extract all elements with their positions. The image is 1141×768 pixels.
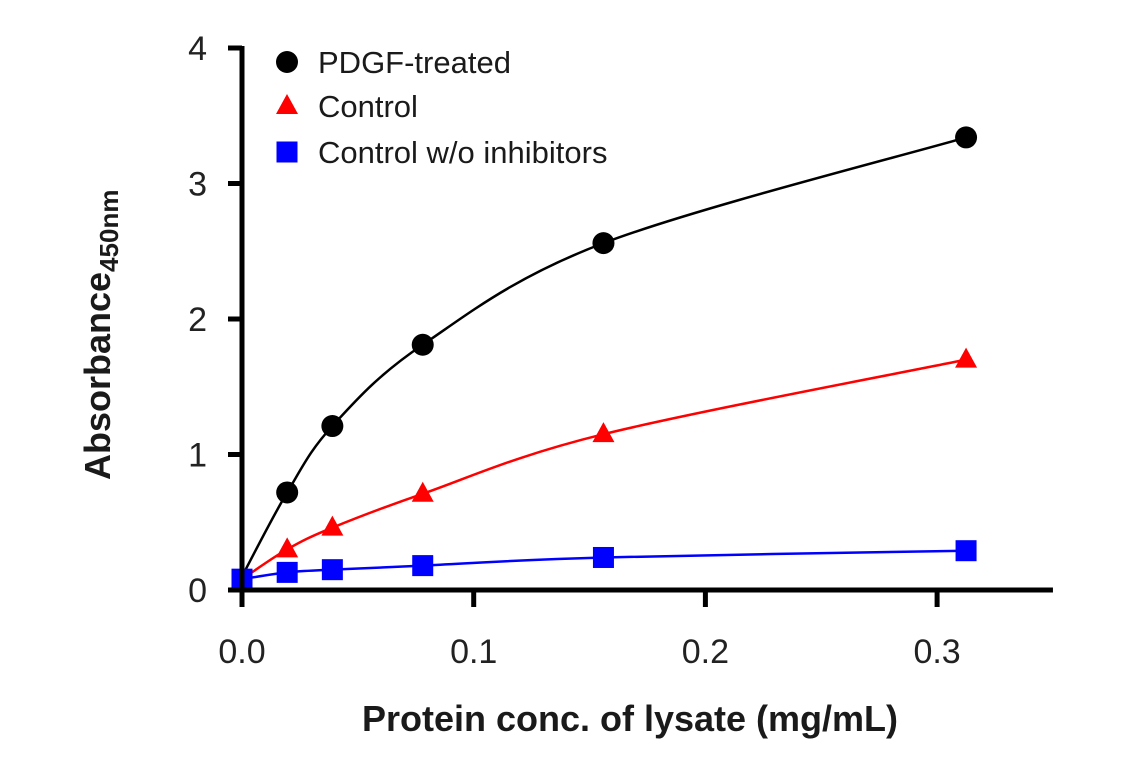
data-point-control-w-o-inhibitors bbox=[955, 540, 977, 562]
legend-item-control-w-o-inhibitors: Control w/o inhibitors bbox=[276, 135, 607, 170]
x-tick-label: 0.2 bbox=[682, 633, 729, 671]
data-point-pdgf-treated bbox=[276, 481, 299, 504]
legend: PDGF-treated Control Control w/o inhibitor… bbox=[276, 45, 607, 170]
legend-marker-control bbox=[276, 94, 298, 114]
y-tick-label: 2 bbox=[188, 301, 207, 339]
fit-curve-control bbox=[241, 358, 967, 581]
legend-marker-pdgf-treated bbox=[276, 51, 298, 73]
data-point-pdgf-treated bbox=[592, 232, 615, 255]
legend-item-control: Control bbox=[276, 89, 418, 124]
data-point-control bbox=[321, 515, 344, 536]
y-tick-label: 3 bbox=[188, 166, 207, 204]
y-axis-title-main: Absorbance bbox=[77, 272, 118, 480]
data-point-control bbox=[276, 537, 299, 558]
data-point-control bbox=[411, 481, 434, 502]
legend-label: PDGF-treated bbox=[318, 45, 511, 80]
data-point-control-w-o-inhibitors bbox=[321, 559, 343, 581]
data-point-control-w-o-inhibitors bbox=[592, 546, 614, 568]
data-point-pdgf-treated bbox=[411, 333, 434, 356]
data-point-control-w-o-inhibitors bbox=[276, 561, 298, 583]
x-ticks: 0.0 0.1 0.2 0.3 bbox=[218, 590, 961, 671]
y-axis-title-subscript: 450nm bbox=[94, 190, 124, 272]
data-point-control-w-o-inhibitors bbox=[412, 555, 434, 577]
y-tick-label: 4 bbox=[188, 30, 207, 68]
legend-label: Control w/o inhibitors bbox=[318, 135, 607, 170]
fit-curve-pdgf-treated bbox=[240, 136, 967, 578]
y-ticks: 0 1 2 3 4 bbox=[188, 30, 242, 610]
x-tick-label: 0.0 bbox=[218, 633, 265, 671]
x-tick-label: 0.1 bbox=[450, 633, 497, 671]
legend-item-pdgf-treated: PDGF-treated bbox=[276, 45, 511, 80]
data-point-pdgf-treated bbox=[321, 415, 344, 438]
x-axis-title: Protein conc. of lysate (mg/mL) bbox=[362, 698, 898, 739]
data-point-pdgf-treated bbox=[955, 126, 978, 149]
y-axis-title: Absorbance450nm bbox=[77, 190, 124, 480]
fit-curves bbox=[240, 136, 967, 581]
data-point-control bbox=[955, 347, 978, 368]
data-point-control bbox=[592, 422, 615, 443]
y-tick-label: 0 bbox=[188, 572, 207, 610]
legend-label: Control bbox=[318, 89, 418, 124]
data-markers bbox=[231, 126, 978, 590]
y-tick-label: 1 bbox=[188, 437, 207, 475]
legend-marker-control-w-o-inhibitors bbox=[276, 141, 298, 163]
x-tick-label: 0.3 bbox=[913, 633, 960, 671]
